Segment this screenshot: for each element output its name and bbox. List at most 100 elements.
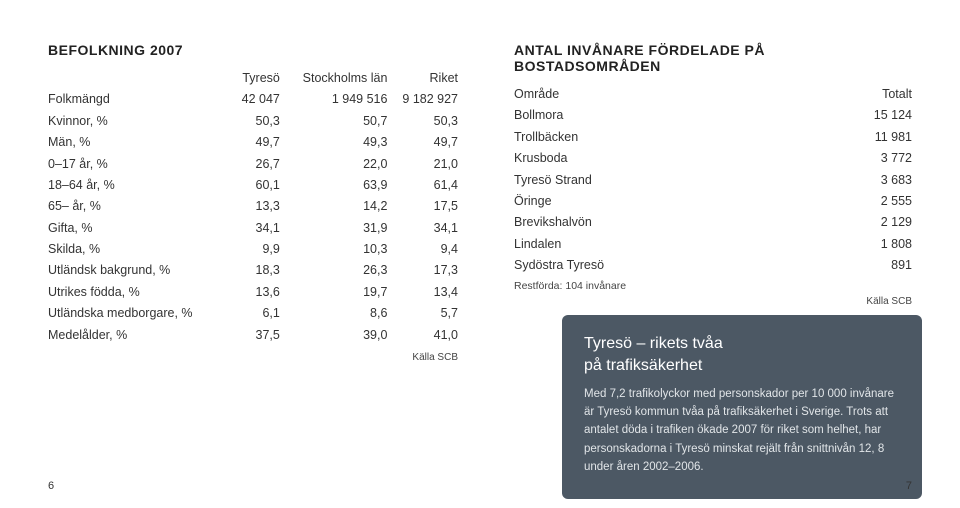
table-cell: 60,1 bbox=[231, 175, 280, 196]
col-header: Tyresö bbox=[231, 68, 280, 89]
table-cell: Lindalen bbox=[514, 234, 793, 255]
table-cell: Utländsk bakgrund, % bbox=[48, 260, 231, 281]
table-cell: 2 129 bbox=[793, 212, 912, 233]
col-header: Riket bbox=[387, 68, 458, 89]
left-column: BEFOLKNING 2007 Tyresö Stockholms län Ri… bbox=[48, 42, 458, 484]
right-table-title: ANTAL INVÅNARE FÖRDELADE PÅ BOSTADSOMRÅD… bbox=[514, 42, 912, 74]
table-cell: 8,6 bbox=[280, 303, 388, 324]
table-cell: 15 124 bbox=[793, 105, 912, 126]
table-row: Bollmora15 124 bbox=[514, 105, 912, 126]
col-header bbox=[48, 68, 231, 89]
table-cell: Medelålder, % bbox=[48, 325, 231, 346]
table-cell: Krusboda bbox=[514, 148, 793, 169]
table-cell: 891 bbox=[793, 255, 912, 276]
table-row: Skilda, %9,910,39,4 bbox=[48, 239, 458, 260]
table-cell: 2 555 bbox=[793, 191, 912, 212]
table-row: Lindalen1 808 bbox=[514, 234, 912, 255]
table-cell: 9,4 bbox=[387, 239, 458, 260]
table-cell: Sydöstra Tyresö bbox=[514, 255, 793, 276]
table-cell: 3 772 bbox=[793, 148, 912, 169]
page-number-right: 7 bbox=[906, 480, 912, 492]
callout-title-line1: Tyresö – rikets tvåa bbox=[584, 335, 723, 352]
table-cell: 34,1 bbox=[231, 218, 280, 239]
table-cell: Utländska medborgare, % bbox=[48, 303, 231, 324]
table-cell: Män, % bbox=[48, 132, 231, 153]
table-cell: 11 981 bbox=[793, 127, 912, 148]
table-cell: 26,7 bbox=[231, 154, 280, 175]
table-row: Öringe2 555 bbox=[514, 191, 912, 212]
source-note: Källa SCB bbox=[48, 352, 458, 363]
inhabitants-table: Område Totalt Bollmora15 124Trollbäcken1… bbox=[514, 84, 912, 276]
table-row: Gifta, %34,131,934,1 bbox=[48, 218, 458, 239]
table-row: Utländska medborgare, %6,18,65,7 bbox=[48, 303, 458, 324]
table-cell: 50,3 bbox=[231, 111, 280, 132]
table-row: Medelålder, %37,539,041,0 bbox=[48, 325, 458, 346]
table-cell: 19,7 bbox=[280, 282, 388, 303]
table-cell: 13,3 bbox=[231, 196, 280, 217]
table-cell: 9 182 927 bbox=[387, 89, 458, 110]
table-cell: Folkmängd bbox=[48, 89, 231, 110]
page-number-left: 6 bbox=[48, 480, 54, 492]
table-row: Folkmängd42 0471 949 5169 182 927 bbox=[48, 89, 458, 110]
table-cell: 0–17 år, % bbox=[48, 154, 231, 175]
table-cell: Brevikshalvön bbox=[514, 212, 793, 233]
table-cell: Utrikes födda, % bbox=[48, 282, 231, 303]
table-cell: 49,7 bbox=[387, 132, 458, 153]
col-header: Område bbox=[514, 84, 793, 105]
table-cell: 3 683 bbox=[793, 170, 912, 191]
rest-note: Restförda: 104 invånare bbox=[514, 280, 912, 292]
table-cell: Öringe bbox=[514, 191, 793, 212]
table-cell: 49,7 bbox=[231, 132, 280, 153]
table-cell: Trollbäcken bbox=[514, 127, 793, 148]
table-cell: 31,9 bbox=[280, 218, 388, 239]
table-cell: 34,1 bbox=[387, 218, 458, 239]
callout-title: Tyresö – rikets tvåa på trafiksäkerhet bbox=[584, 333, 900, 376]
table-cell: 18,3 bbox=[231, 260, 280, 281]
table-cell: Tyresö Strand bbox=[514, 170, 793, 191]
table-cell: 49,3 bbox=[280, 132, 388, 153]
right-column: ANTAL INVÅNARE FÖRDELADE PÅ BOSTADSOMRÅD… bbox=[514, 42, 912, 484]
table-cell: 14,2 bbox=[280, 196, 388, 217]
table-cell: 21,0 bbox=[387, 154, 458, 175]
table-row: 18–64 år, %60,163,961,4 bbox=[48, 175, 458, 196]
table-cell: 9,9 bbox=[231, 239, 280, 260]
table-cell: 1 808 bbox=[793, 234, 912, 255]
table-cell: Skilda, % bbox=[48, 239, 231, 260]
table-row: Utländsk bakgrund, %18,326,317,3 bbox=[48, 260, 458, 281]
table-cell: 13,6 bbox=[231, 282, 280, 303]
table-cell: 17,3 bbox=[387, 260, 458, 281]
table-cell: 50,3 bbox=[387, 111, 458, 132]
table-row: Sydöstra Tyresö891 bbox=[514, 255, 912, 276]
callout-body: Med 7,2 trafikolyckor med personskador p… bbox=[584, 385, 900, 477]
table-cell: 41,0 bbox=[387, 325, 458, 346]
table-row: Brevikshalvön2 129 bbox=[514, 212, 912, 233]
table-cell: 1 949 516 bbox=[280, 89, 388, 110]
table-cell: 63,9 bbox=[280, 175, 388, 196]
table-cell: 17,5 bbox=[387, 196, 458, 217]
table-cell: 61,4 bbox=[387, 175, 458, 196]
callout-box: Tyresö – rikets tvåa på trafiksäkerhet M… bbox=[562, 315, 922, 498]
table-row: 0–17 år, %26,722,021,0 bbox=[48, 154, 458, 175]
source-note: Källa SCB bbox=[514, 296, 912, 307]
table-row: Trollbäcken11 981 bbox=[514, 127, 912, 148]
table-cell: 13,4 bbox=[387, 282, 458, 303]
left-table-title: BEFOLKNING 2007 bbox=[48, 42, 458, 58]
table-cell: 10,3 bbox=[280, 239, 388, 260]
table-cell: 22,0 bbox=[280, 154, 388, 175]
table-cell: 50,7 bbox=[280, 111, 388, 132]
table-cell: 26,3 bbox=[280, 260, 388, 281]
table-cell: 37,5 bbox=[231, 325, 280, 346]
table-row: Män, %49,749,349,7 bbox=[48, 132, 458, 153]
table-cell: 39,0 bbox=[280, 325, 388, 346]
table-cell: Bollmora bbox=[514, 105, 793, 126]
table-row: Utrikes födda, %13,619,713,4 bbox=[48, 282, 458, 303]
table-row: Krusboda3 772 bbox=[514, 148, 912, 169]
table-cell: 6,1 bbox=[231, 303, 280, 324]
callout-title-line2: på trafiksäkerhet bbox=[584, 357, 702, 374]
table-cell: 5,7 bbox=[387, 303, 458, 324]
col-header: Stockholms län bbox=[280, 68, 388, 89]
table-row: Kvinnor, %50,350,750,3 bbox=[48, 111, 458, 132]
col-header: Totalt bbox=[793, 84, 912, 105]
table-cell: 65– år, % bbox=[48, 196, 231, 217]
table-row: 65– år, %13,314,217,5 bbox=[48, 196, 458, 217]
